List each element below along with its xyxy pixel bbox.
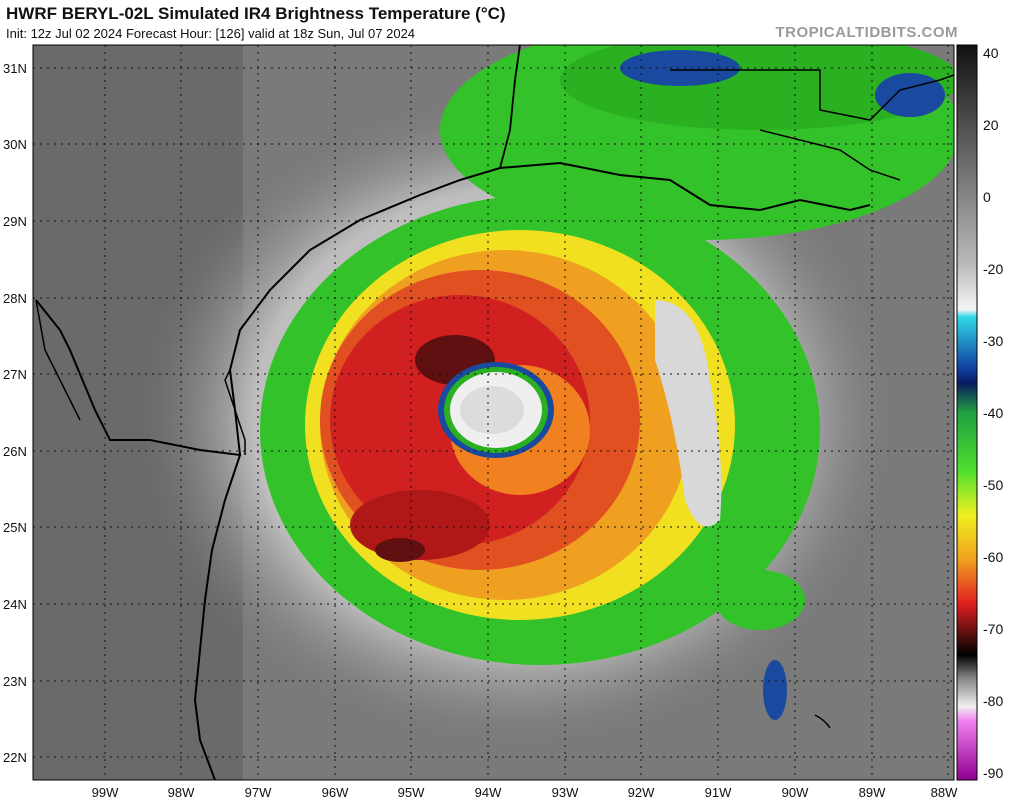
lat-label: 23N [3,674,27,689]
lon-label: 94W [475,785,502,800]
colorbar-tick: -80 [983,693,1003,709]
lon-label: 95W [398,785,425,800]
temperature-colorbar: 40 20 0 -20 -30 -40 -50 -60 -70 -80 -90 [956,44,1003,781]
lat-label: 26N [3,444,27,459]
source-credit: TROPICALTIDBITS.COM [775,24,958,41]
map-subtitle: Init: 12z Jul 02 2024 Forecast Hour: [12… [6,26,416,41]
lat-label: 28N [3,291,27,306]
latitude-labels: 31N 30N 29N 28N 27N 26N 25N 24N 23N 22N [3,61,27,765]
lon-label: 93W [552,785,579,800]
lon-label: 89W [859,785,886,800]
imagery-layer [33,45,954,780]
lon-label: 90W [782,785,809,800]
lat-label: 22N [3,750,27,765]
lat-label: 30N [3,137,27,152]
lat-label: 24N [3,597,27,612]
lon-label: 88W [931,785,958,800]
coastline [35,161,871,457]
lat-label: 29N [3,214,27,229]
colorbar-tick: -70 [983,621,1003,637]
lon-label: 91W [705,785,732,800]
lat-label: 31N [3,61,27,76]
colorbar-tick: -60 [983,549,1003,565]
lon-label: 97W [245,785,272,800]
map-frame [32,44,955,781]
colorbar-tick: -90 [983,765,1003,781]
map-title: HWRF BERYL-02L Simulated IR4 Brightness … [6,4,506,23]
colorbar-tick: -40 [983,405,1003,421]
lon-label: 96W [322,785,349,800]
lon-label: 92W [628,785,655,800]
lat-label: 27N [3,367,27,382]
lon-label: 98W [168,785,195,800]
lon-label: 99W [92,785,119,800]
colorbar-tick: -50 [983,477,1003,493]
colorbar-tick: -20 [983,261,1003,277]
longitude-labels: 99W 98W 97W 96W 95W 94W 93W 92W 91W 90W … [92,785,958,800]
colorbar-tick: 0 [983,189,991,205]
colorbar-tick: 40 [983,45,999,61]
lat-label: 25N [3,520,27,535]
colorbar-tick: -30 [983,333,1003,349]
colorbar-tick: 20 [983,117,999,133]
